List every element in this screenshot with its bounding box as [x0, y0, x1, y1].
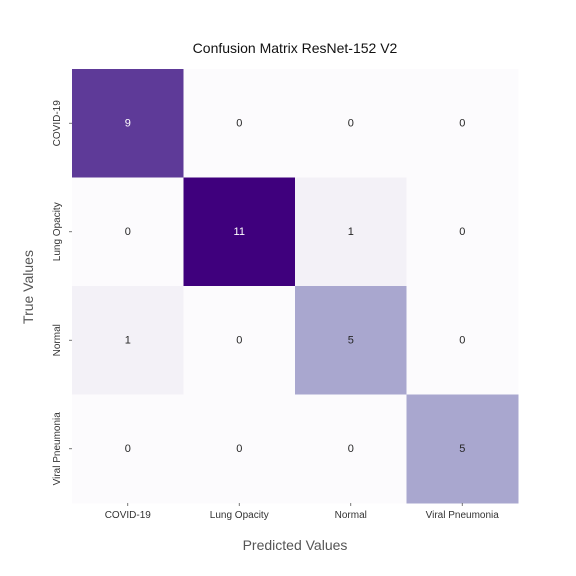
cell-value-label: 0 — [236, 334, 242, 346]
cell-value-label: 0 — [125, 443, 131, 455]
x-tick-label: Lung Opacity — [210, 510, 269, 521]
x-tick-label: Viral Pneumonia — [426, 510, 500, 521]
cell-value-label: 11 — [234, 226, 245, 238]
cell-value-label: 5 — [348, 334, 354, 346]
cell-value-label: 1 — [348, 226, 354, 238]
cell-value-label: 0 — [459, 334, 465, 346]
x-axis-label: Predicted Values — [72, 537, 518, 553]
cell-value-label: 0 — [348, 443, 354, 455]
cell-value-label: 5 — [459, 443, 465, 455]
cell-value-label: 0 — [348, 117, 354, 129]
cell-value-label: 0 — [459, 117, 465, 129]
y-tick-label: COVID-19 — [52, 100, 63, 147]
cell-value-label: 0 — [236, 117, 242, 129]
y-tick-label: Normal — [52, 324, 63, 356]
x-tick-label: COVID-19 — [105, 510, 152, 521]
cell-value-label: 0 — [459, 226, 465, 238]
x-tick-label: Normal — [335, 510, 367, 521]
cell-value-label: 9 — [125, 117, 131, 129]
cell-value-label: 0 — [125, 226, 131, 238]
cell-value-label: 1 — [125, 334, 131, 346]
y-tick-label: Lung Opacity — [52, 202, 63, 261]
cell-value-label: 0 — [236, 443, 242, 455]
y-axis-label: True Values — [20, 250, 36, 324]
y-tick-label: Viral Pneumonia — [52, 412, 63, 486]
